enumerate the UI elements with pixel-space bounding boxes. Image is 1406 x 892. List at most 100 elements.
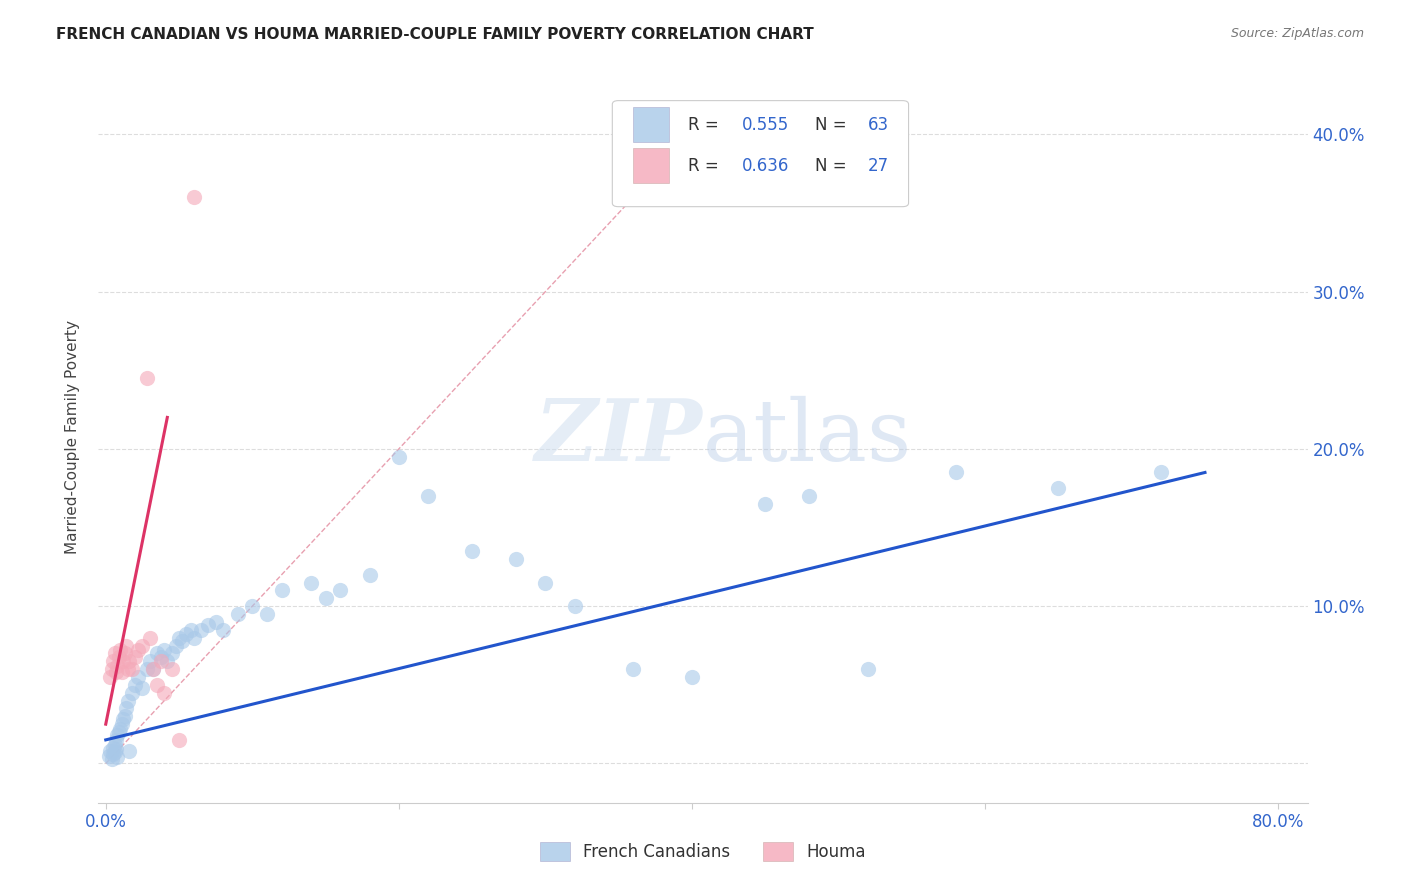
French Canadians <box>621 662 644 676</box>
Houma <box>100 662 122 676</box>
Houma <box>127 643 149 657</box>
French Canadians <box>534 575 557 590</box>
French Canadians <box>107 728 129 742</box>
Houma <box>112 654 135 668</box>
French Canadians <box>315 591 337 606</box>
French Canadians <box>117 693 139 707</box>
Houma <box>110 643 132 657</box>
French Canadians <box>124 678 146 692</box>
Houma <box>107 659 129 673</box>
French Canadians <box>270 583 292 598</box>
French Canadians <box>180 623 202 637</box>
French Canadians <box>945 466 967 480</box>
French Canadians <box>98 744 121 758</box>
Text: Source: ZipAtlas.com: Source: ZipAtlas.com <box>1230 27 1364 40</box>
French Canadians <box>138 654 160 668</box>
French Canadians <box>111 717 134 731</box>
Houma <box>183 190 205 204</box>
French Canadians <box>176 627 198 641</box>
French Canadians <box>388 450 411 464</box>
French Canadians <box>127 670 149 684</box>
French Canadians <box>107 750 129 764</box>
Text: FRENCH CANADIAN VS HOUMA MARRIED-COUPLE FAMILY POVERTY CORRELATION CHART: FRENCH CANADIAN VS HOUMA MARRIED-COUPLE … <box>56 27 814 42</box>
French Canadians <box>183 631 205 645</box>
Houma <box>153 686 176 700</box>
French Canadians <box>146 646 169 660</box>
French Canadians <box>681 670 703 684</box>
Text: R =: R = <box>689 158 724 176</box>
Houma <box>118 654 141 668</box>
Houma <box>167 732 190 747</box>
French Canadians <box>1150 466 1173 480</box>
Text: atlas: atlas <box>703 395 912 479</box>
French Canadians <box>240 599 263 614</box>
French Canadians <box>170 633 193 648</box>
French Canadians <box>226 607 249 621</box>
French Canadians <box>564 599 586 614</box>
French Canadians <box>153 643 176 657</box>
French Canadians <box>329 583 352 598</box>
French Canadians <box>204 615 226 629</box>
French Canadians <box>112 713 135 727</box>
FancyBboxPatch shape <box>613 101 908 207</box>
French Canadians <box>114 709 136 723</box>
French Canadians <box>359 567 381 582</box>
Text: 0.636: 0.636 <box>742 158 789 176</box>
Houma <box>101 654 124 668</box>
French Canadians <box>197 618 219 632</box>
Text: N =: N = <box>815 116 852 134</box>
French Canadians <box>131 681 153 695</box>
French Canadians <box>105 742 128 756</box>
Houma <box>142 662 165 676</box>
French Canadians <box>167 631 190 645</box>
French Canadians <box>856 662 879 676</box>
Houma <box>131 639 153 653</box>
Houma <box>98 670 121 684</box>
French Canadians <box>142 662 165 676</box>
Houma <box>121 662 143 676</box>
Houma <box>115 639 138 653</box>
French Canadians <box>754 497 776 511</box>
Houma <box>135 371 157 385</box>
Y-axis label: Married-Couple Family Poverty: Married-Couple Family Poverty <box>65 320 80 554</box>
Houma <box>150 654 173 668</box>
French Canadians <box>150 649 173 664</box>
Text: ZIP: ZIP <box>536 395 703 479</box>
FancyBboxPatch shape <box>633 107 669 143</box>
Houma <box>111 665 134 680</box>
FancyBboxPatch shape <box>633 148 669 183</box>
French Canadians <box>165 639 187 653</box>
French Canadians <box>799 489 821 503</box>
French Canadians <box>101 740 124 755</box>
Text: 63: 63 <box>868 116 889 134</box>
Houma <box>103 646 125 660</box>
French Canadians <box>256 607 278 621</box>
French Canadians <box>103 746 125 760</box>
Text: R =: R = <box>689 116 724 134</box>
French Canadians <box>100 752 122 766</box>
Text: 0.555: 0.555 <box>742 116 789 134</box>
Houma <box>114 646 136 660</box>
French Canadians <box>461 544 484 558</box>
French Canadians <box>135 662 157 676</box>
Houma <box>124 649 146 664</box>
French Canadians <box>97 748 120 763</box>
Houma <box>138 631 160 645</box>
French Canadians <box>115 701 138 715</box>
Text: N =: N = <box>815 158 852 176</box>
Houma <box>160 662 183 676</box>
French Canadians <box>103 738 125 752</box>
French Canadians <box>212 623 235 637</box>
French Canadians <box>418 489 440 503</box>
Houma <box>146 678 169 692</box>
French Canadians <box>156 654 179 668</box>
French Canadians <box>105 732 128 747</box>
French Canadians <box>101 747 124 761</box>
Houma <box>108 649 131 664</box>
French Canadians <box>110 722 132 736</box>
Text: 27: 27 <box>868 158 889 176</box>
French Canadians <box>108 725 131 739</box>
French Canadians <box>1047 481 1070 495</box>
Houma <box>117 662 139 676</box>
French Canadians <box>190 623 212 637</box>
